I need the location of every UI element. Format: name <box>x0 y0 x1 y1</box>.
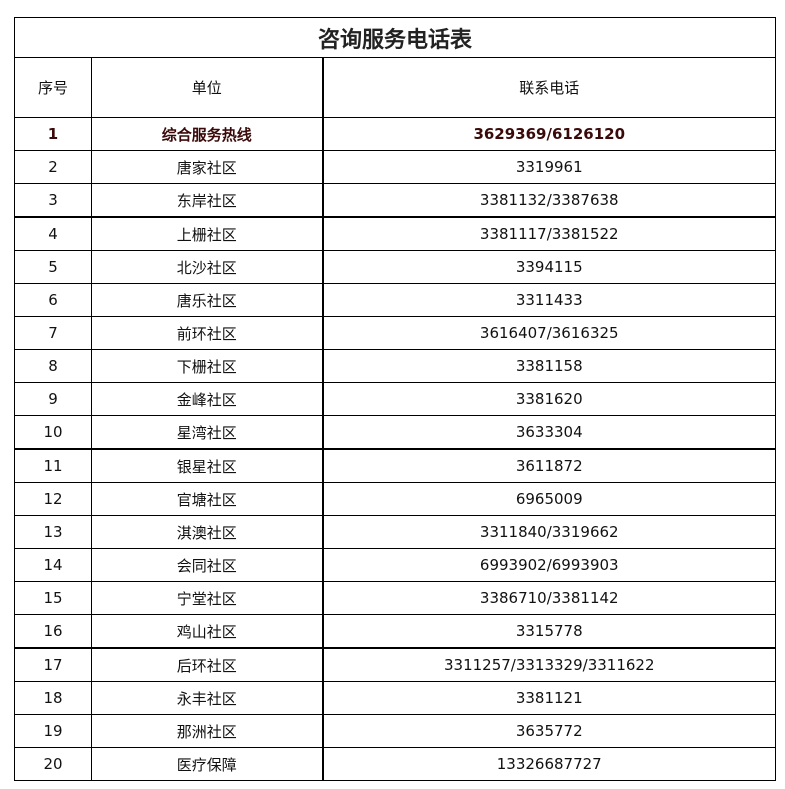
table-row: 4 上栅社区 3381117/3381522 <box>14 216 776 251</box>
table-row: 1 综合服务热线 3629369/6126120 <box>14 117 776 151</box>
unit-cell: 宁堂社区 <box>91 581 324 615</box>
phone-cell: 3394115 <box>322 250 776 284</box>
table-row: 13 淇澳社区 3311840/3319662 <box>14 515 776 549</box>
header-phone: 联系电话 <box>322 57 776 118</box>
index-cell: 6 <box>14 283 92 317</box>
index-cell: 15 <box>14 581 92 615</box>
unit-cell: 唐家社区 <box>91 150 324 184</box>
unit-cell: 后环社区 <box>91 647 324 682</box>
unit-cell: 永丰社区 <box>91 681 324 715</box>
index-cell: 3 <box>14 183 92 218</box>
table-row: 18 永丰社区 3381121 <box>14 681 776 715</box>
header-index: 序号 <box>14 57 92 118</box>
table-row: 8 下栅社区 3381158 <box>14 349 776 383</box>
index-cell: 11 <box>14 448 92 483</box>
table-row: 10 星湾社区 3633304 <box>14 415 776 450</box>
unit-cell: 星湾社区 <box>91 415 324 450</box>
unit-cell: 金峰社区 <box>91 382 324 416</box>
phone-cell: 3633304 <box>322 415 776 450</box>
phone-cell: 3635772 <box>322 714 776 748</box>
unit-cell: 银星社区 <box>91 448 324 483</box>
table-row: 12 官塘社区 6965009 <box>14 482 776 516</box>
unit-cell: 东岸社区 <box>91 183 324 218</box>
index-cell: 5 <box>14 250 92 284</box>
table-row: 16 鸡山社区 3315778 <box>14 614 776 649</box>
index-cell: 13 <box>14 515 92 549</box>
table-row: 11 银星社区 3611872 <box>14 448 776 483</box>
index-cell: 18 <box>14 681 92 715</box>
index-cell: 4 <box>14 216 92 251</box>
phone-cell: 13326687727 <box>322 747 776 781</box>
index-cell: 9 <box>14 382 92 416</box>
index-cell: 14 <box>14 548 92 582</box>
unit-cell: 淇澳社区 <box>91 515 324 549</box>
phone-cell: 3381121 <box>322 681 776 715</box>
index-cell: 17 <box>14 647 92 682</box>
table-row: 5 北沙社区 3394115 <box>14 250 776 284</box>
index-cell: 2 <box>14 150 92 184</box>
phone-cell: 3311257/3313329/3311622 <box>322 647 776 682</box>
table-row: 3 东岸社区 3381132/3387638 <box>14 183 776 218</box>
table-row: 7 前环社区 3616407/3616325 <box>14 316 776 350</box>
table-row: 2 唐家社区 3319961 <box>14 150 776 184</box>
table-title: 咨询服务电话表 <box>14 17 776 58</box>
phone-table: 咨询服务电话表 序号 单位 联系电话 1 综合服务热线 3629369/612612… <box>14 17 776 781</box>
table-row: 19 那洲社区 3635772 <box>14 714 776 748</box>
phone-cell: 3381620 <box>322 382 776 416</box>
table-row: 17 后环社区 3311257/3313329/3311622 <box>14 647 776 682</box>
unit-cell: 北沙社区 <box>91 250 324 284</box>
phone-cell: 6965009 <box>322 482 776 516</box>
phone-cell: 3629369/6126120 <box>322 117 776 151</box>
phone-cell: 3381117/3381522 <box>322 216 776 251</box>
unit-cell: 会同社区 <box>91 548 324 582</box>
table-row: 14 会同社区 6993902/6993903 <box>14 548 776 582</box>
phone-cell: 3381132/3387638 <box>322 183 776 218</box>
table-row: 15 宁堂社区 3386710/3381142 <box>14 581 776 615</box>
index-cell: 1 <box>14 117 92 151</box>
index-cell: 19 <box>14 714 92 748</box>
unit-cell: 鸡山社区 <box>91 614 324 649</box>
table-row: 20 医疗保障 13326687727 <box>14 747 776 781</box>
phone-cell: 3315778 <box>322 614 776 649</box>
phone-cell: 3611872 <box>322 448 776 483</box>
phone-cell: 3381158 <box>322 349 776 383</box>
header-unit: 单位 <box>91 57 324 118</box>
unit-cell: 官塘社区 <box>91 482 324 516</box>
phone-cell: 3386710/3381142 <box>322 581 776 615</box>
unit-cell: 唐乐社区 <box>91 283 324 317</box>
unit-cell: 综合服务热线 <box>91 117 324 151</box>
unit-cell: 医疗保障 <box>91 747 324 781</box>
phone-cell: 3311433 <box>322 283 776 317</box>
table-row: 9 金峰社区 3381620 <box>14 382 776 416</box>
unit-cell: 那洲社区 <box>91 714 324 748</box>
index-cell: 20 <box>14 747 92 781</box>
unit-cell: 下栅社区 <box>91 349 324 383</box>
phone-cell: 6993902/6993903 <box>322 548 776 582</box>
index-cell: 8 <box>14 349 92 383</box>
index-cell: 7 <box>14 316 92 350</box>
unit-cell: 前环社区 <box>91 316 324 350</box>
phone-cell: 3319961 <box>322 150 776 184</box>
index-cell: 12 <box>14 482 92 516</box>
index-cell: 10 <box>14 415 92 450</box>
phone-cell: 3616407/3616325 <box>322 316 776 350</box>
table-row: 6 唐乐社区 3311433 <box>14 283 776 317</box>
unit-cell: 上栅社区 <box>91 216 324 251</box>
index-cell: 16 <box>14 614 92 649</box>
phone-cell: 3311840/3319662 <box>322 515 776 549</box>
